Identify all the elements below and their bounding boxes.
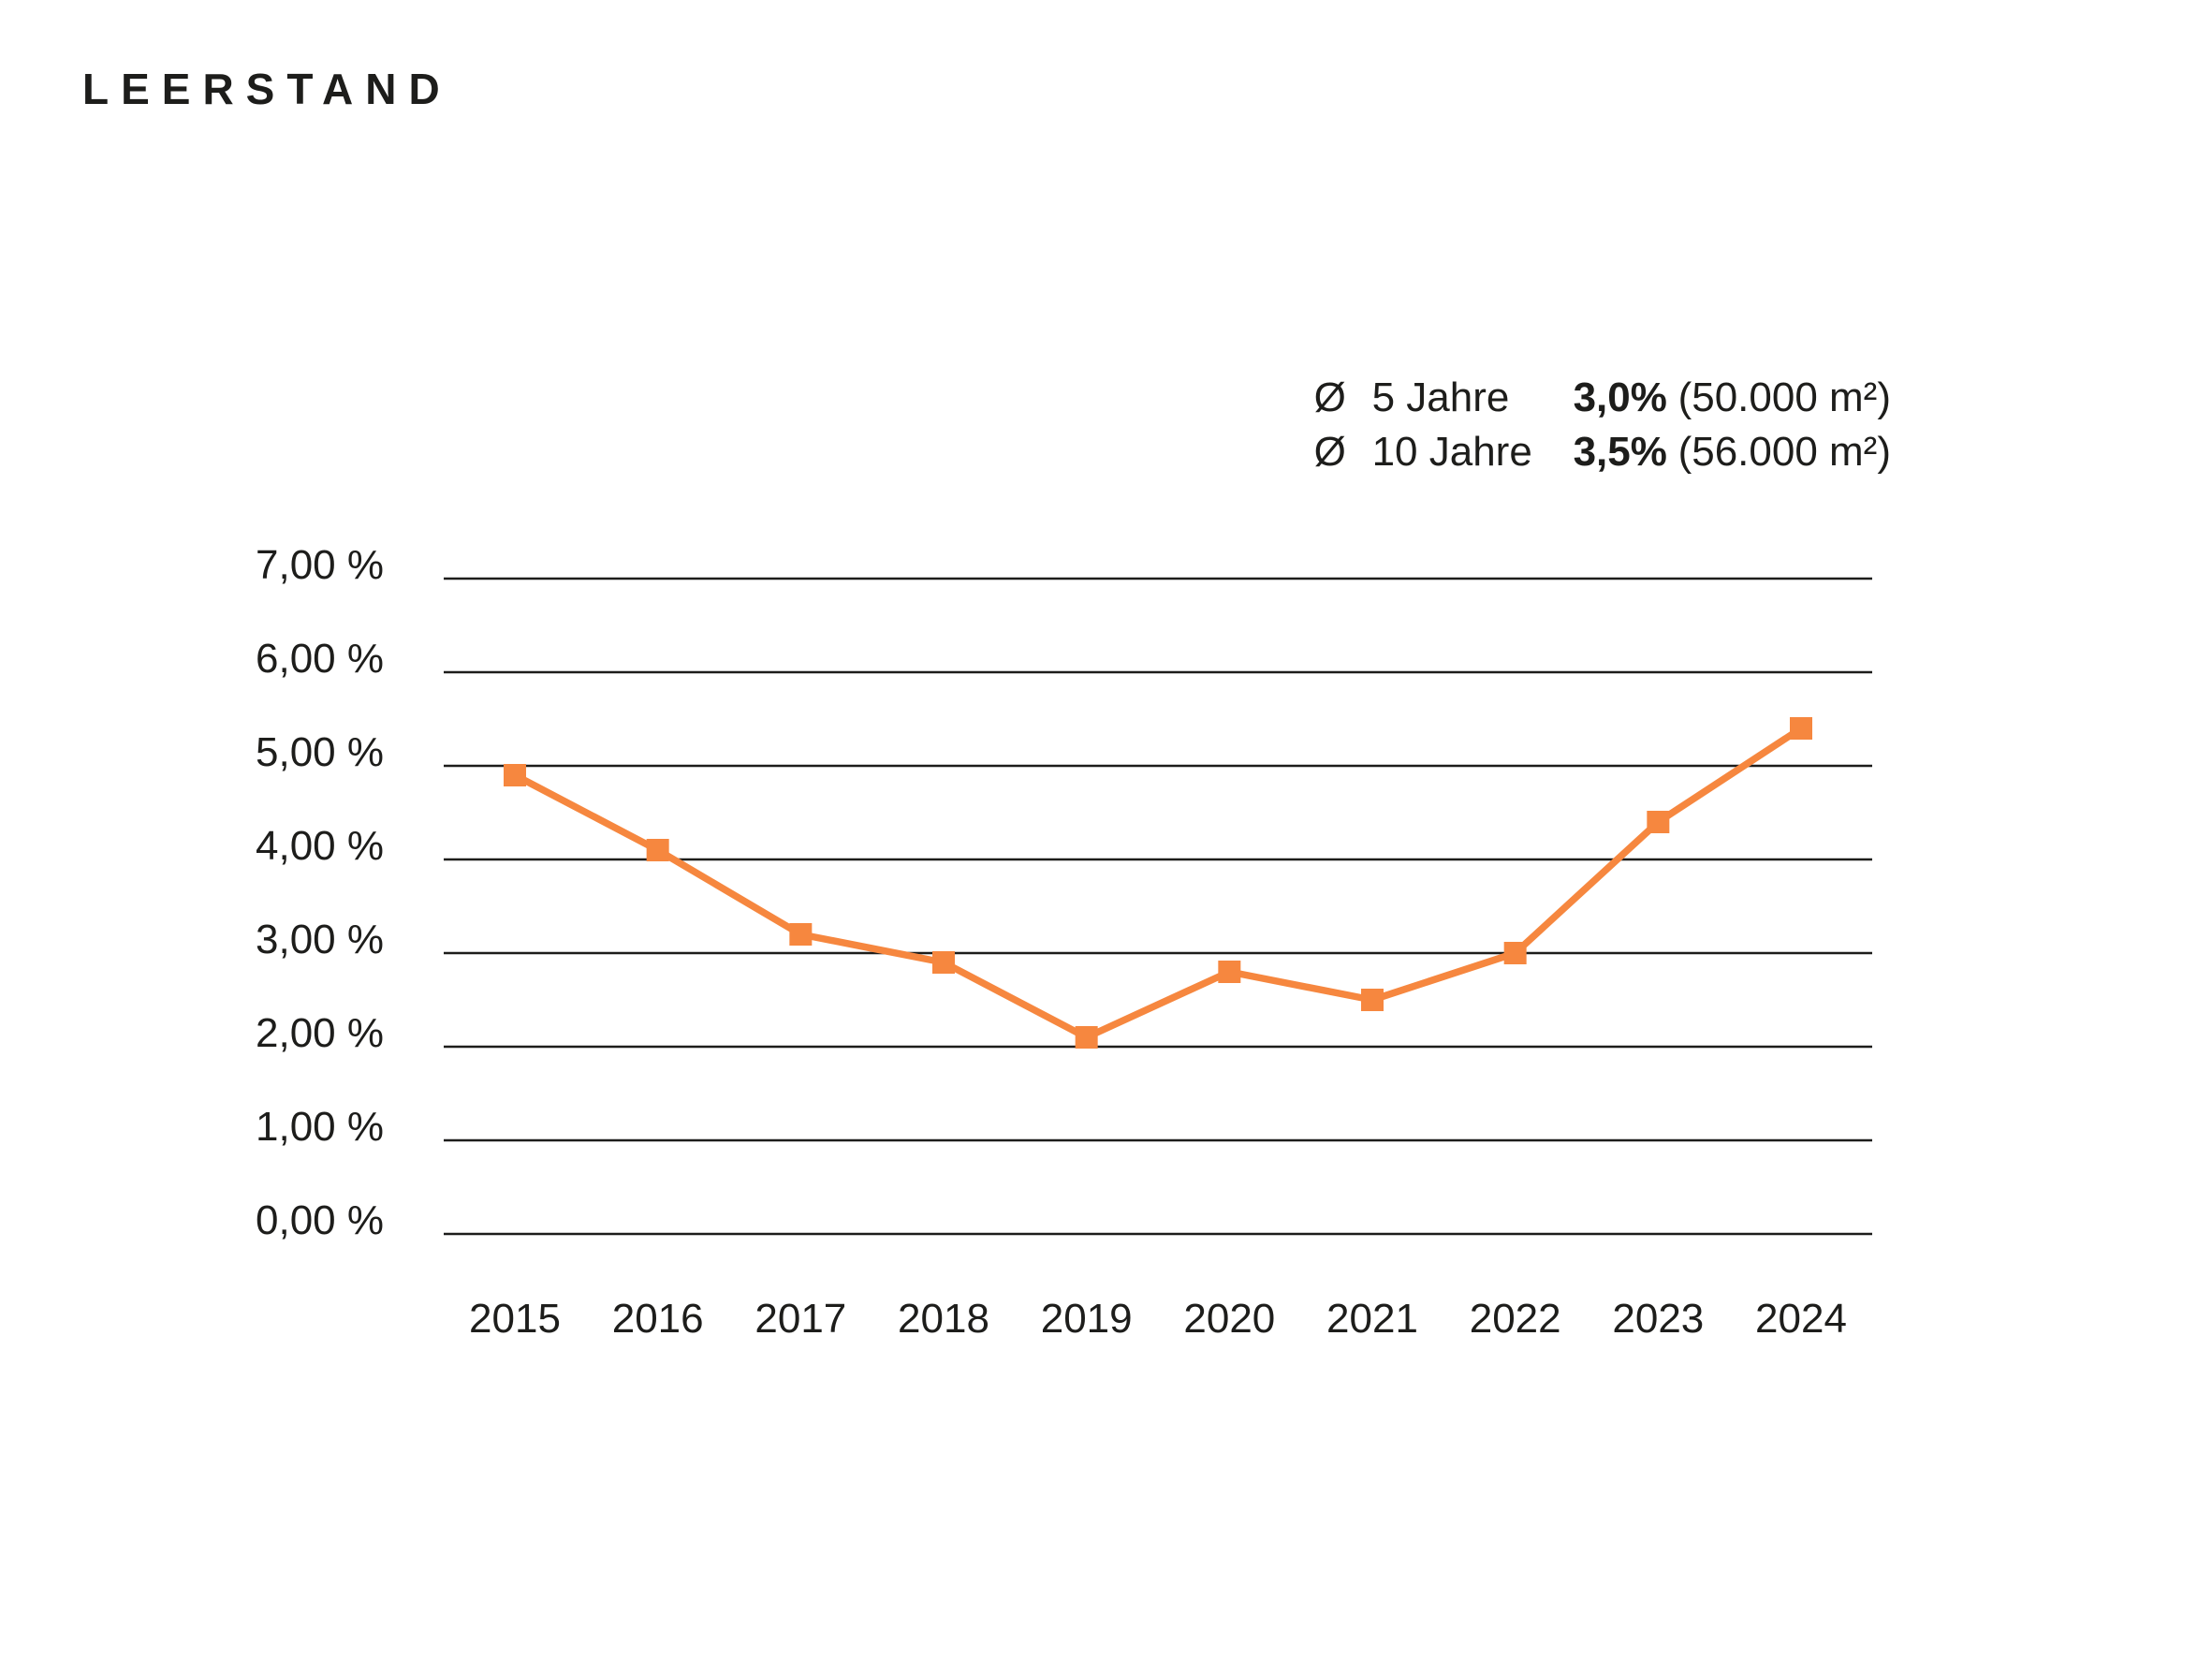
legend-value-5-jahre: 3,0% [1573, 374, 1667, 420]
data-point-2016 [646, 839, 669, 861]
data-point-2019 [1075, 1026, 1098, 1049]
x-tick-label-2015: 2015 [469, 1296, 561, 1342]
y-tick-label-2-percent: 2,00 % [256, 1010, 384, 1056]
y-tick-label-3-percent: 3,00 % [256, 917, 384, 962]
y-tick-label-1-percent: 1,00 % [256, 1104, 384, 1150]
x-tick-label-2019: 2019 [1041, 1296, 1133, 1342]
data-point-2023 [1647, 811, 1670, 833]
data-point-2024 [1790, 717, 1812, 740]
leerstand-series-line [513, 725, 1804, 1041]
x-tick-label-2023: 2023 [1612, 1296, 1704, 1342]
y-tick-label-0-percent: 0,00 % [256, 1197, 384, 1243]
data-point-2020 [1218, 961, 1241, 983]
data-point-2015 [504, 764, 526, 786]
x-tick-label-2018: 2018 [898, 1296, 989, 1342]
legend-detail-10-jahre: (56.000 m²) [1677, 429, 1891, 475]
y-tick-label-7-percent: 7,00 % [256, 542, 384, 588]
data-point-2018 [932, 951, 955, 974]
legend-label-10-jahre: 10 Jahre [1371, 429, 1532, 475]
y-tick-label-6-percent: 6,00 % [256, 636, 384, 682]
x-tick-label-2016: 2016 [612, 1296, 704, 1342]
x-tick-label-2021: 2021 [1326, 1296, 1418, 1342]
x-tick-label-2024: 2024 [1755, 1296, 1847, 1342]
data-point-2022 [1503, 942, 1527, 964]
x-tick-label-2020: 2020 [1183, 1296, 1275, 1342]
y-tick-label-4-percent: 4,00 % [256, 823, 384, 869]
data-point-2017 [789, 923, 813, 946]
page-title: LEERSTAND [82, 65, 452, 113]
average-symbol: Ø [1313, 374, 1346, 420]
x-tick-label-2022: 2022 [1470, 1296, 1561, 1342]
chart-legend: Ø 5 Jahre 3,0% (50.000 m²) Ø 10 Jahre 3,… [1314, 371, 1891, 479]
y-tick-label-5-percent: 5,00 % [256, 729, 384, 775]
x-tick-label-2017: 2017 [754, 1296, 846, 1342]
average-symbol: Ø [1313, 429, 1346, 475]
legend-value-10-jahre: 3,5% [1573, 429, 1667, 475]
data-point-2021 [1361, 989, 1384, 1011]
legend-label-5-jahre: 5 Jahre [1371, 374, 1510, 420]
legend-detail-5-jahre: (50.000 m²) [1677, 374, 1891, 420]
